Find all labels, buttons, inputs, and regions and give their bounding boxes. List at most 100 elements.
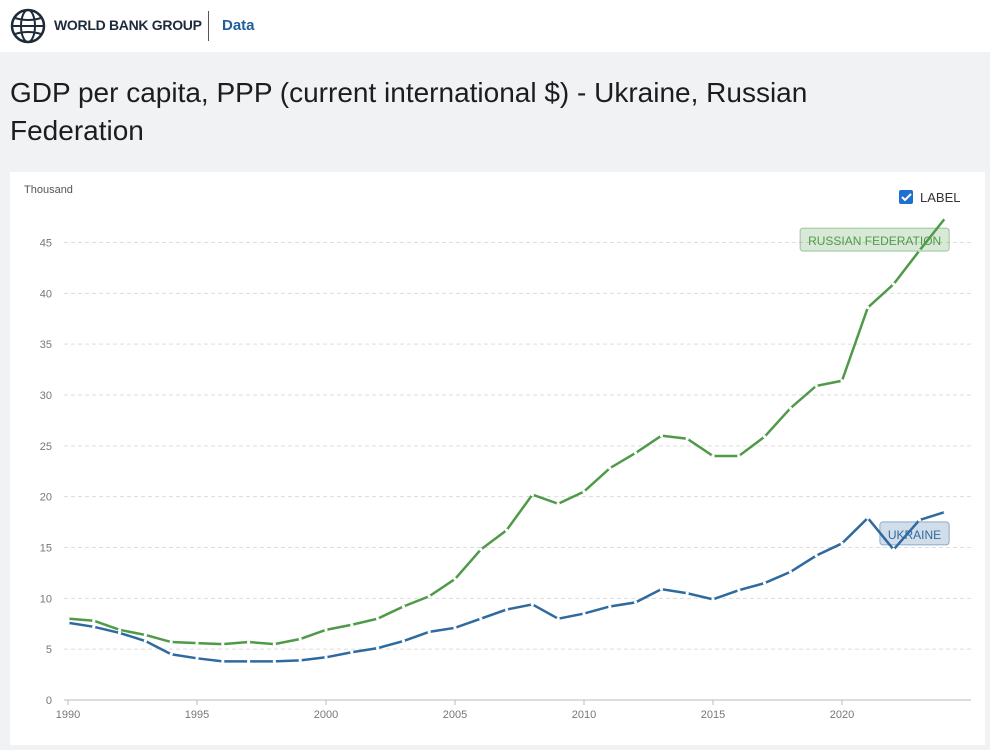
point [814, 554, 818, 558]
point [582, 489, 586, 494]
logo-text[interactable]: WORLD BANK GROUP [54, 17, 202, 33]
point [298, 658, 302, 662]
page-title: GDP per capita, PPP (current internation… [10, 77, 808, 146]
point [505, 528, 509, 532]
point [634, 451, 638, 455]
point [659, 434, 664, 438]
y-tick-label: 35 [40, 339, 52, 351]
chart: Thousand LABEL 0 5 10 15 20 25 30 35 40 45 1990 199… [24, 184, 971, 721]
point [505, 607, 509, 612]
y-tick-label: 0 [46, 695, 52, 707]
point [143, 639, 147, 643]
point [376, 646, 380, 650]
header: WORLD BANK GROUP Data [0, 0, 990, 52]
point [943, 510, 947, 514]
point [479, 547, 483, 552]
point [221, 659, 225, 663]
x-tick-label: 2010 [572, 709, 596, 721]
point [866, 516, 870, 520]
point [324, 628, 328, 632]
point [840, 379, 844, 383]
point [118, 631, 122, 635]
y-tick-label: 20 [40, 492, 52, 504]
x-tick-label: 1995 [185, 709, 209, 721]
point [92, 625, 96, 629]
point [453, 626, 457, 630]
point [453, 577, 457, 581]
chart-card: Thousand LABEL 0 5 10 15 20 25 30 35 40 45 1990 199… [10, 172, 985, 745]
point [711, 454, 715, 458]
point [427, 630, 431, 634]
y-tick-label: 45 [40, 238, 52, 250]
logo-globe[interactable] [10, 8, 46, 44]
point [556, 617, 560, 621]
checkbox-label[interactable]: LABEL [920, 190, 960, 205]
point [737, 588, 741, 592]
point [247, 640, 251, 644]
point [401, 639, 405, 643]
point [788, 406, 793, 410]
point [195, 641, 199, 645]
point [92, 619, 96, 623]
point [530, 602, 535, 607]
checkbox[interactable] [899, 190, 913, 204]
section-link[interactable]: Data [222, 17, 255, 34]
y-tick-label: 5 [46, 644, 52, 656]
x-tick-label: 2005 [443, 709, 467, 721]
series-line [67, 510, 946, 663]
point [221, 642, 225, 646]
point [737, 454, 741, 458]
x-tick-label: 2015 [701, 709, 725, 721]
point [659, 587, 664, 591]
point [556, 502, 560, 506]
label-toggle[interactable]: LABEL [899, 190, 960, 205]
point [195, 656, 199, 660]
x-tick-label: 2020 [830, 709, 854, 721]
point [711, 597, 715, 601]
point [788, 570, 793, 574]
point [892, 547, 896, 552]
point [350, 650, 354, 654]
point [582, 611, 586, 616]
y-axis-label: Thousand [24, 184, 73, 196]
y-tick-label: 40 [40, 288, 52, 300]
point [763, 581, 767, 585]
point [401, 604, 405, 609]
y-tick-label: 25 [40, 441, 52, 453]
point [866, 305, 870, 310]
point [530, 493, 535, 497]
point [479, 617, 483, 621]
point [814, 384, 818, 388]
series-label-text: UKRAINE [888, 528, 941, 542]
point [298, 637, 302, 641]
y-tick-label: 15 [40, 543, 52, 555]
point [350, 623, 354, 627]
point [118, 628, 122, 632]
point [272, 659, 276, 663]
point [247, 659, 251, 663]
point [917, 518, 922, 522]
point [66, 621, 70, 625]
point [763, 435, 767, 439]
checkmark [901, 193, 912, 202]
point [66, 617, 70, 621]
point [634, 600, 638, 604]
point [427, 594, 431, 598]
series-line [67, 217, 947, 646]
y-tick-label: 30 [40, 390, 52, 402]
point [376, 617, 380, 621]
series-label: RUSSIAN FEDERATION [799, 227, 950, 252]
series-label-box [879, 521, 950, 546]
point [685, 437, 689, 441]
x-tick-label: 2000 [314, 709, 338, 721]
point [143, 633, 147, 637]
point [608, 604, 612, 609]
series-label: UKRAINE [879, 521, 950, 546]
y-tick-label: 10 [40, 593, 52, 605]
point [685, 591, 689, 595]
series-label-box [799, 227, 950, 252]
point [324, 655, 328, 659]
point [272, 642, 276, 646]
x-tick-label: 1990 [56, 709, 80, 721]
